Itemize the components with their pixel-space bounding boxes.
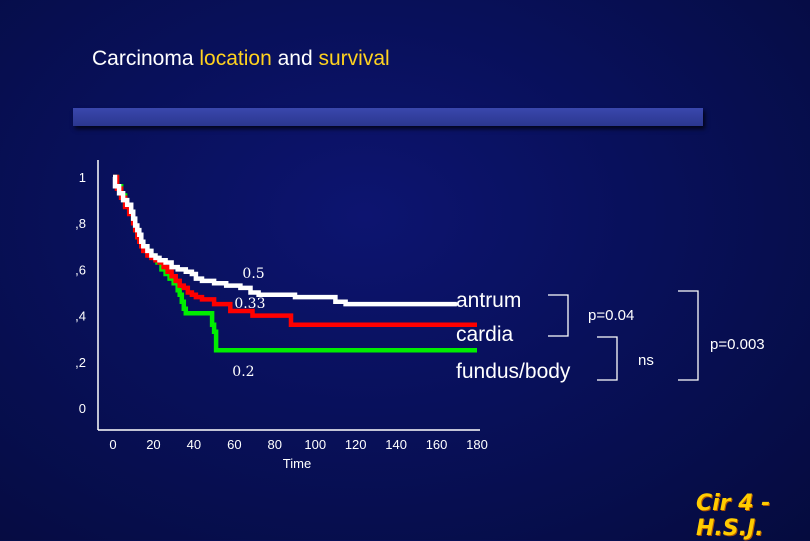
censor-mark [248, 290, 253, 295]
censor-mark [200, 279, 204, 283]
legend-label: cardia [456, 323, 514, 346]
censor-mark [125, 203, 129, 207]
brand-logo: Cir 4 - H.S.J. [696, 491, 771, 541]
x-tick-label: 100 [304, 437, 326, 452]
y-tick-label: 1 [79, 170, 86, 185]
slide-title: Carcinoma location and survival [92, 47, 390, 71]
censor-mark [135, 228, 139, 232]
bracket-antrum-cardia [548, 294, 569, 337]
title-accent-word: location [199, 47, 272, 70]
censor-mark [139, 240, 143, 244]
x-tick-label: 160 [426, 437, 448, 452]
rate-annotation: 0.2 [232, 364, 254, 380]
x-axis-label: Time [283, 456, 311, 471]
legend-label: antrum [456, 289, 521, 312]
y-tick-label: ,6 [75, 262, 86, 277]
p-value-label: p=0.003 [710, 336, 765, 353]
chart-axes: 0 ,2 ,4 ,6 ,8 1 0 20 40 60 80 100 120 140 160 180 [75, 160, 488, 452]
censor-mark [145, 249, 149, 253]
p-value-label: p=0.04 [588, 307, 634, 324]
censor-mark [333, 300, 338, 304]
censor-mark [176, 267, 180, 271]
survival-curve-antrum [112, 174, 457, 307]
x-tick-label: 0 [109, 437, 116, 452]
x-tick-label: 80 [268, 437, 282, 452]
censor-mark [293, 295, 297, 299]
censor-mark [131, 216, 135, 221]
rate-annotation: 0.5 [242, 266, 264, 282]
title-word: and [271, 47, 319, 70]
x-tick-label: 180 [466, 437, 488, 452]
x-tick-label: 60 [227, 437, 241, 452]
censor-mark [163, 260, 168, 265]
y-tick-label: 0 [79, 401, 86, 416]
censor-mark [455, 302, 459, 306]
y-tick-label: ,4 [75, 309, 86, 324]
title-word: Carcinoma [92, 47, 200, 70]
p-value-brackets: p=0.04 ns p=0.003 [548, 290, 765, 381]
x-tick-label: 20 [146, 437, 160, 452]
censor-mark [224, 283, 228, 288]
title-bar [73, 108, 703, 126]
rate-annotation: 0.33 [234, 296, 265, 312]
survival-curves [112, 174, 477, 353]
bracket-cardia-fundus [597, 336, 618, 381]
legend-label: fundus/body [456, 360, 571, 383]
censor-mark [117, 191, 121, 195]
p-value-label: ns [638, 352, 654, 369]
y-tick-label: ,2 [75, 355, 86, 370]
bracket-antrum-fundus [678, 290, 699, 381]
x-tick-label: 120 [345, 437, 367, 452]
x-tick-label: 40 [187, 437, 201, 452]
x-tick-label: 140 [385, 437, 407, 452]
title-accent-word: survival [318, 47, 390, 70]
censor-mark [190, 272, 194, 276]
y-tick-label: ,8 [75, 216, 86, 231]
chart-legend: antrum cardia fundus/body [456, 289, 571, 383]
censor-mark [153, 256, 158, 260]
rate-annotations: 0.5 0.33 0.2 [232, 266, 265, 380]
